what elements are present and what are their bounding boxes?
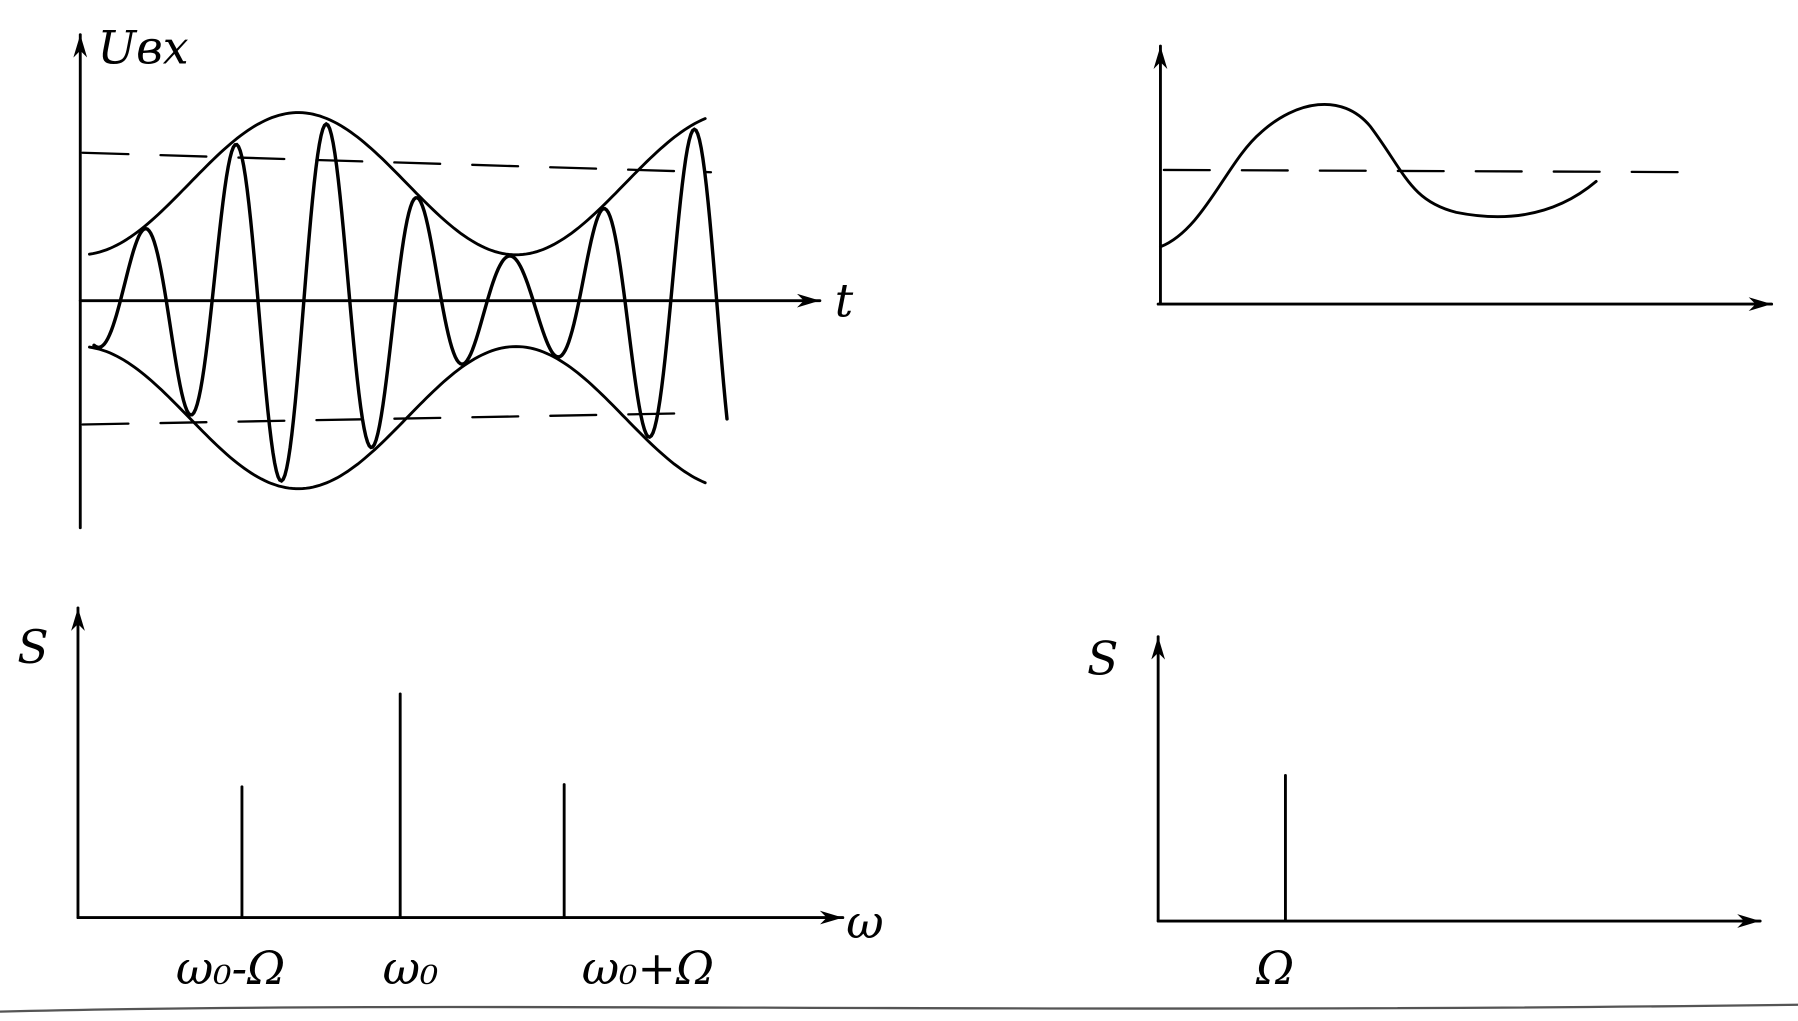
- y-axis-label: S: [17, 620, 48, 674]
- y-axis-label: Uвх: [97, 20, 188, 74]
- line-label: ω₀-Ω: [176, 941, 285, 995]
- dashed-level: [1162, 168, 1710, 174]
- envelope-signal: [1159, 103, 1598, 249]
- demod-spectrum-panel: S Ω: [1087, 631, 1762, 995]
- dashed-level: [81, 411, 701, 426]
- line-label: ω₀+Ω: [582, 941, 714, 995]
- am-spectrum-panel: S ω ω₀-Ω ω₀ ω₀+Ω: [17, 606, 884, 995]
- line-label: Ω: [1255, 941, 1294, 995]
- line-label: ω₀: [383, 941, 439, 995]
- carrier-wave: [92, 121, 729, 483]
- dashed-level: [81, 151, 713, 174]
- page-edge: [0, 1003, 1798, 1013]
- x-axis-label: t: [835, 274, 854, 328]
- y-axis-label: S: [1087, 631, 1118, 685]
- demodulated-panel: [1153, 44, 1774, 311]
- lower-envelope: [88, 345, 707, 491]
- upper-envelope: [88, 111, 707, 257]
- am-signal-panel: Uвх t: [73, 20, 854, 530]
- x-axis-label: ω: [846, 895, 883, 949]
